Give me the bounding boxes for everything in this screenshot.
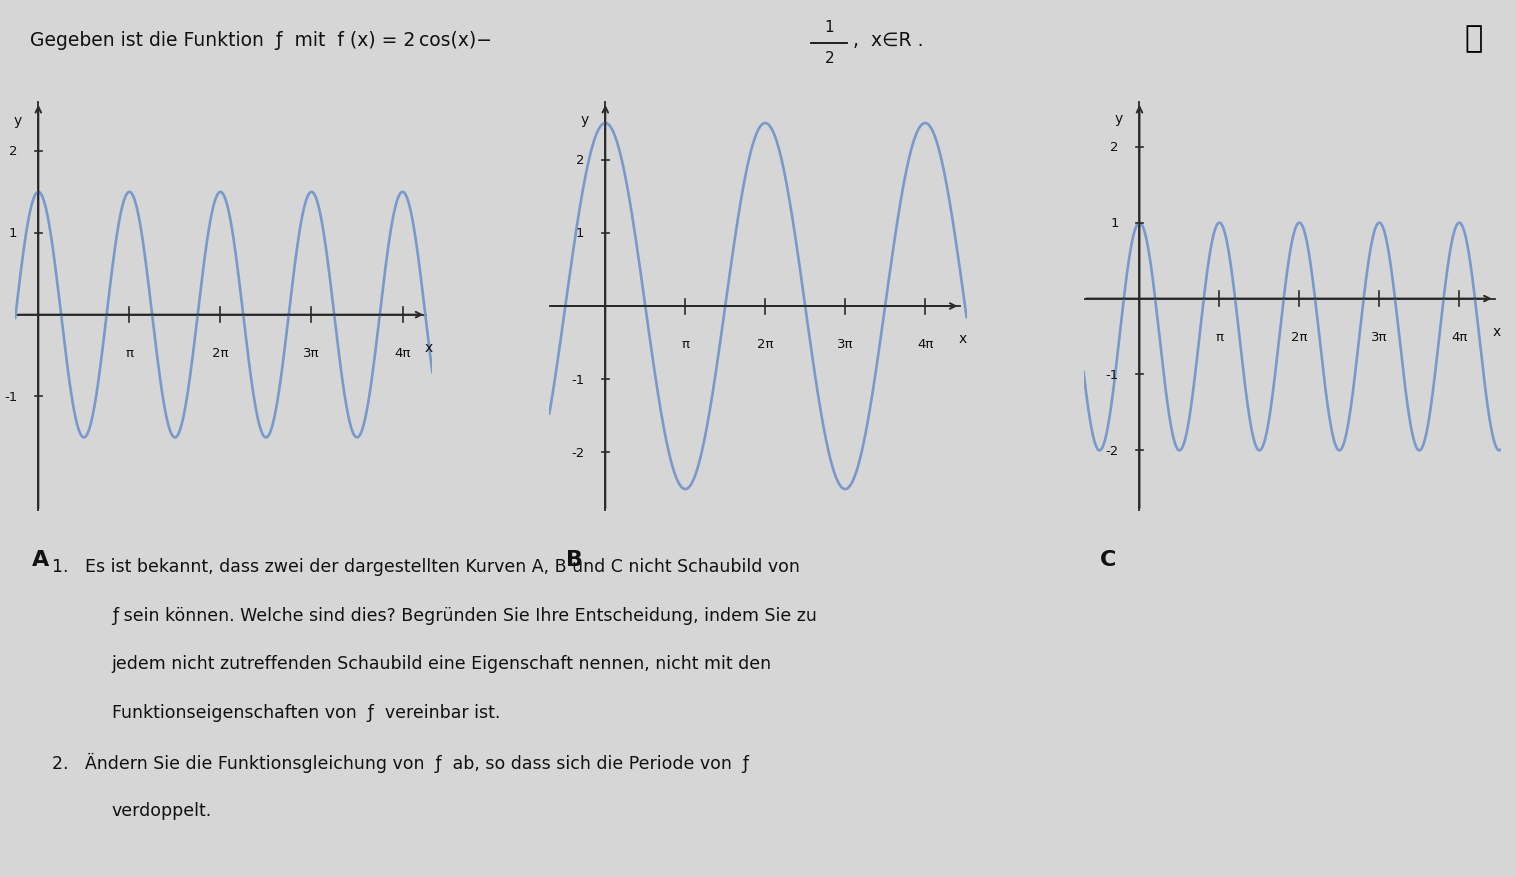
- Text: -2: -2: [1105, 445, 1119, 457]
- Text: y: y: [581, 113, 588, 127]
- Text: π: π: [681, 338, 690, 351]
- Text: 4π: 4π: [1451, 331, 1467, 344]
- Text: -1: -1: [1105, 368, 1119, 381]
- Text: π: π: [1216, 331, 1223, 344]
- Text: 2π: 2π: [212, 346, 229, 360]
- Text: 2: 2: [825, 52, 834, 67]
- Text: jedem nicht zutreffenden Schaubild eine Eigenschaft nennen, nicht mit den: jedem nicht zutreffenden Schaubild eine …: [112, 655, 772, 673]
- Text: 4π: 4π: [394, 346, 411, 360]
- Text: verdoppelt.: verdoppelt.: [112, 801, 212, 819]
- Text: Funktionseigenschaften von  ƒ  vereinbar ist.: Funktionseigenschaften von ƒ vereinbar i…: [112, 703, 500, 722]
- Text: 3π: 3π: [837, 338, 854, 351]
- Text: 3π: 3π: [1370, 331, 1387, 344]
- Text: -1: -1: [572, 374, 585, 386]
- Text: 1: 1: [576, 227, 585, 240]
- Text: 3π: 3π: [303, 346, 320, 360]
- Text: x: x: [958, 332, 967, 346]
- Text: 4π: 4π: [917, 338, 934, 351]
- Text: 1: 1: [9, 227, 18, 240]
- Text: 1.   Es ist bekannt, dass zwei der dargestellten Kurven A, B und C nicht Schaubi: 1. Es ist bekannt, dass zwei der dargest…: [52, 557, 800, 575]
- Text: 1: 1: [825, 20, 834, 35]
- Text: y: y: [1114, 112, 1123, 126]
- Text: 2π: 2π: [1292, 331, 1308, 344]
- Text: 2π: 2π: [756, 338, 773, 351]
- Text: -1: -1: [5, 390, 18, 403]
- Text: Gegeben ist die Funktion  ƒ  mit  f (x) = 2 cos(x)−: Gegeben ist die Funktion ƒ mit f (x) = 2…: [30, 31, 493, 50]
- Text: 1: 1: [1110, 217, 1119, 230]
- Text: 2.   Ändern Sie die Funktionsgleichung von  ƒ  ab, so dass sich die Periode von : 2. Ändern Sie die Funktionsgleichung von…: [52, 752, 749, 773]
- Text: ,  x∈R .: , x∈R .: [854, 31, 923, 50]
- Text: π: π: [126, 346, 133, 360]
- Text: ƒ sein können. Welche sind dies? Begründen Sie Ihre Entscheidung, indem Sie zu: ƒ sein können. Welche sind dies? Begründ…: [112, 606, 817, 624]
- Text: -2: -2: [572, 446, 585, 460]
- Text: 2: 2: [9, 146, 18, 158]
- Text: y: y: [14, 114, 21, 128]
- Text: C: C: [1101, 549, 1117, 569]
- Text: x: x: [424, 340, 432, 354]
- Text: x: x: [1493, 324, 1501, 339]
- Text: 2: 2: [576, 153, 585, 167]
- Text: 2: 2: [1110, 141, 1119, 154]
- Text: B: B: [565, 549, 584, 569]
- Text: 🔥: 🔥: [1464, 24, 1483, 53]
- Text: A: A: [32, 549, 49, 569]
